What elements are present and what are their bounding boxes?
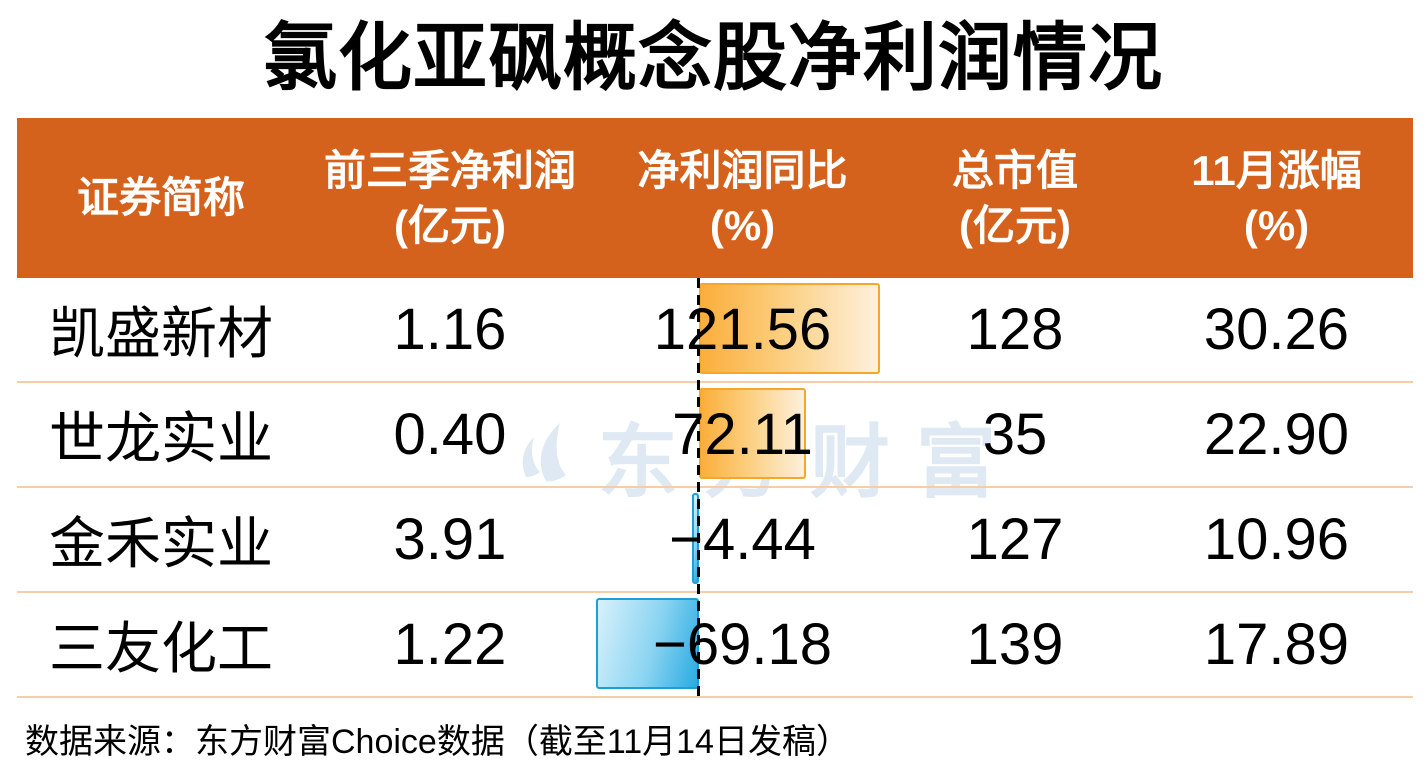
yoy-bar bbox=[699, 283, 880, 374]
column-header-label: 证券简称 bbox=[76, 174, 245, 222]
yoy-value: −4.44 bbox=[669, 507, 816, 572]
column-header-label: 净利润同比 bbox=[637, 146, 848, 194]
data-source-note: 数据来源：东方财富Choice数据（截至11月14日发稿） bbox=[25, 723, 850, 761]
column-header-nov-gain: 11月涨幅 (%) bbox=[1140, 118, 1413, 278]
q3-profit-value: 0.40 bbox=[393, 402, 507, 467]
stock-name: 金禾实业 bbox=[49, 512, 273, 575]
eastmoney-logo-icon bbox=[522, 423, 566, 482]
column-header-unit: (亿元) bbox=[394, 202, 506, 249]
table-header-row: 证券简称 前三季净利润 (亿元) 净利润同比 (%) 总市值 (亿元) 11月涨… bbox=[17, 118, 1413, 278]
nov-gain-value: 22.90 bbox=[1203, 402, 1350, 467]
q3-profit-value: 3.91 bbox=[393, 507, 507, 572]
market-cap-value: 139 bbox=[966, 612, 1064, 677]
table-row: 世龙实业 0.40 72.11 35 22.90 bbox=[17, 383, 1413, 488]
column-header-unit: (亿元) bbox=[959, 202, 1071, 249]
yoy-value: −69.18 bbox=[652, 612, 832, 677]
table-row: 凯盛新材 1.16 121.56 128 30.26 bbox=[17, 278, 1413, 383]
column-header-label: 总市值 bbox=[951, 146, 1078, 194]
column-header-yoy: 净利润同比 (%) bbox=[595, 118, 890, 278]
yoy-bar bbox=[699, 388, 807, 479]
yoy-bar bbox=[596, 598, 699, 689]
market-cap-value: 35 bbox=[982, 402, 1048, 467]
column-header-q3-profit: 前三季净利润 (亿元) bbox=[305, 118, 595, 278]
zero-axis-dashed-line bbox=[697, 278, 700, 698]
column-header-market-cap: 总市值 (亿元) bbox=[890, 118, 1140, 278]
page-title: 氯化亚砜概念股净利润情况 bbox=[263, 16, 1163, 99]
column-header-label: 前三季净利润 bbox=[323, 146, 576, 194]
stock-name: 凯盛新材 bbox=[49, 302, 273, 365]
table-row: 三友化工 1.22 −69.18 139 17.89 bbox=[17, 593, 1413, 698]
nov-gain-value: 10.96 bbox=[1203, 507, 1350, 572]
q3-profit-value: 1.16 bbox=[393, 297, 507, 362]
nov-gain-value: 30.26 bbox=[1203, 297, 1350, 362]
stock-name: 世龙实业 bbox=[49, 407, 273, 470]
q3-profit-value: 1.22 bbox=[393, 612, 507, 677]
market-cap-value: 127 bbox=[966, 507, 1064, 572]
table-row: 金禾实业 3.91 −4.44 127 10.96 bbox=[17, 488, 1413, 593]
nov-gain-value: 17.89 bbox=[1203, 612, 1350, 677]
column-header-stock-name: 证券简称 bbox=[17, 118, 305, 278]
yoy-value: 72.11 bbox=[672, 402, 813, 467]
yoy-value: 121.56 bbox=[653, 297, 832, 362]
column-header-label: 11月涨幅 bbox=[1191, 146, 1362, 194]
market-cap-value: 128 bbox=[966, 297, 1064, 362]
column-header-unit: (%) bbox=[1243, 202, 1310, 249]
table-body: 东方财富 凯盛新材 1.16 121.56 128 30.26 世龙实业 0.4… bbox=[17, 278, 1413, 698]
column-header-unit: (%) bbox=[709, 202, 776, 249]
stock-name: 三友化工 bbox=[49, 617, 273, 680]
